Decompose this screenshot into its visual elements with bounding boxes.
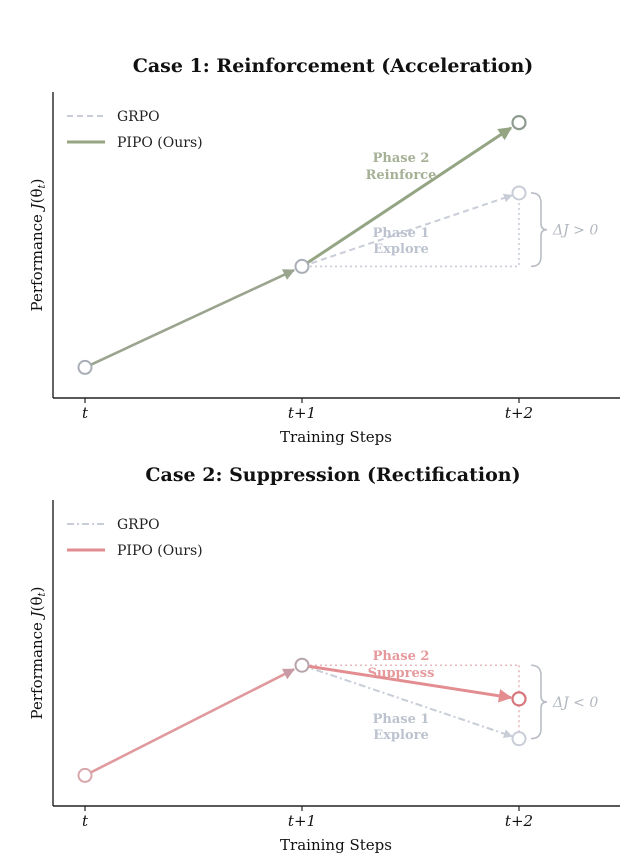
chart-title: Case 2: Suppression (Rectification) <box>145 464 520 486</box>
legend-label-grpo: GRPO <box>117 109 160 125</box>
series-line-pipo <box>301 663 513 703</box>
annotation-phase2-label: Reinforce <box>366 168 437 183</box>
series-line-shared <box>84 668 296 777</box>
x-axis-label: Training Steps <box>280 836 392 854</box>
chart-title: Case 1: Reinforcement (Acceleration) <box>133 55 534 77</box>
data-point <box>294 258 310 274</box>
data-point-pipo <box>511 114 527 131</box>
y-axis-label: Performance J(θt) <box>28 179 48 312</box>
data-point <box>77 767 93 783</box>
x-axis-label: Training Steps <box>280 428 392 446</box>
legend-label-pipo: PIPO (Ours) <box>117 135 203 151</box>
data-point <box>77 359 93 375</box>
annotation-phase1-label: Explore <box>373 242 428 257</box>
series-line-shared <box>84 268 296 369</box>
series-line-grpo <box>301 664 513 738</box>
annotation-delta: ΔJ > 0 <box>552 223 598 239</box>
delta-brace <box>530 192 548 268</box>
chart-panel-1: Case 1: Reinforcement (Acceleration) t t+1… <box>28 55 620 446</box>
annotation-phase1-title: Phase 1 <box>373 226 430 241</box>
annotation-phase2-title: Phase 2 <box>373 151 430 166</box>
data-point-pipo <box>511 691 527 707</box>
series-line-pipo <box>301 126 513 268</box>
x-tick-label: t+2 <box>505 404 533 422</box>
chart-panel-2: Case 2: Suppression (Rectification) t t+1 t… <box>28 464 620 854</box>
annotation-phase1-label: Explore <box>373 728 428 743</box>
data-point-grpo <box>511 731 527 747</box>
annotation-phase2-label: Suppress <box>368 666 435 681</box>
x-tick-label: t <box>82 812 89 830</box>
annotation-phase1-title: Phase 1 <box>373 712 430 727</box>
x-tick-label: t+1 <box>288 812 316 830</box>
legend-label-grpo: GRPO <box>117 517 160 533</box>
delta-brace <box>530 664 548 740</box>
series-line-grpo <box>301 193 513 268</box>
annotation-delta: ΔJ < 0 <box>552 695 598 711</box>
data-point-grpo <box>511 185 527 201</box>
y-axis-label: Performance J(θt) <box>28 587 48 720</box>
x-tick-label: t <box>82 404 89 422</box>
x-tick-label: t+1 <box>288 404 316 422</box>
annotation-phase2-title: Phase 2 <box>373 649 430 664</box>
x-tick-label: t+2 <box>505 812 533 830</box>
data-point <box>294 657 310 673</box>
legend-label-pipo: PIPO (Ours) <box>117 543 203 559</box>
